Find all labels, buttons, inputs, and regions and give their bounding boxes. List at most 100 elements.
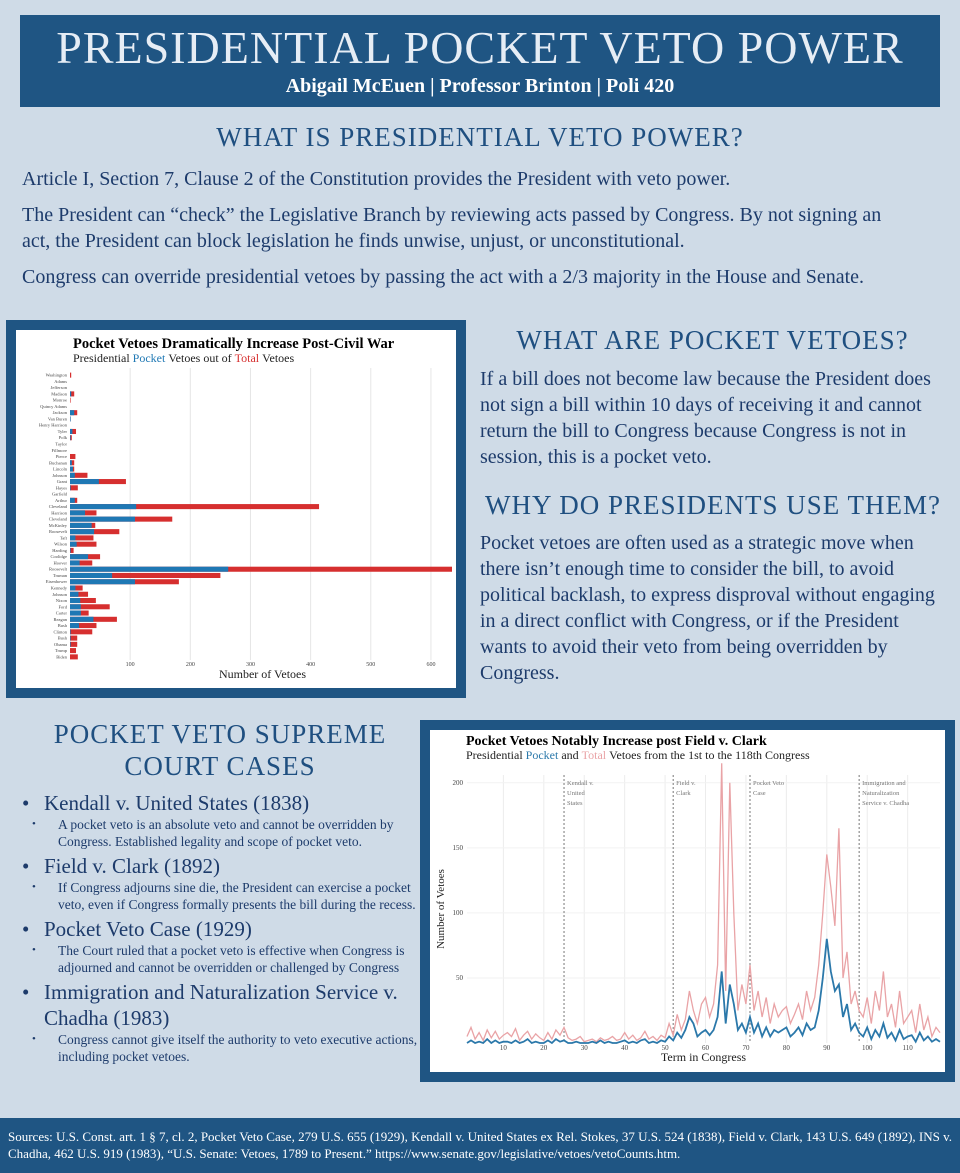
legend-entry: Presidential <box>466 748 523 762</box>
bar <box>70 597 96 604</box>
y-tick-label: Madison <box>51 391 68 396</box>
y-tick-label: 100 <box>453 909 464 917</box>
bar <box>70 597 81 604</box>
bar <box>70 616 94 622</box>
case-list: Kendall v. United States (1838)A pocket … <box>18 790 418 1068</box>
bar <box>70 566 229 572</box>
bar <box>70 541 97 547</box>
poster-title: PRESIDENTIAL POCKET VETO POWER <box>56 22 904 73</box>
case-note: The Court ruled that a pocket veto is ef… <box>18 942 418 976</box>
y-tick-label: Kennedy <box>51 586 68 591</box>
y-tick-label: Harding <box>52 548 67 553</box>
bar <box>70 372 72 378</box>
x-tick-label: 110 <box>903 1044 914 1052</box>
y-tick-label: Tyler <box>58 429 68 434</box>
bar <box>70 522 92 528</box>
bar <box>70 391 75 397</box>
legend-entry: and <box>561 748 578 762</box>
chart-title: Pocket Vetoes Dramatically Increase Post… <box>73 336 395 352</box>
x-tick-label: 300 <box>246 662 255 668</box>
legend-entry: Pocket <box>133 351 166 365</box>
x-tick-label: 600 <box>426 662 435 668</box>
bar <box>70 641 78 647</box>
y-tick-label: Fillmore <box>52 448 68 453</box>
section-heading: COURT CASES <box>124 751 316 781</box>
paragraph: The President can “check” the Legislativ… <box>22 204 882 252</box>
case-note: Congress cannot give itself the authorit… <box>18 1031 418 1065</box>
annotation: Kendall v. <box>567 780 594 787</box>
bar <box>70 504 320 510</box>
x-tick-label: 100 <box>862 1044 873 1052</box>
x-tick-label: 60 <box>702 1044 710 1052</box>
y-tick-label: Pierce <box>56 454 67 459</box>
bar <box>70 623 97 629</box>
bar <box>70 504 137 510</box>
y-tick-label: Van Buren <box>48 416 68 421</box>
chart-subtitle: Presidential Pocket Vetoes out of Total Veto… <box>73 351 294 365</box>
x-tick-label: 90 <box>823 1044 831 1052</box>
bar <box>70 654 78 660</box>
x-tick-label: 10 <box>500 1044 508 1052</box>
y-tick-label: 150 <box>453 844 464 852</box>
y-tick-label: Bush <box>58 636 68 641</box>
x-axis-label: Number of Vetoes <box>219 667 306 681</box>
y-tick-label: Harrison <box>51 510 67 515</box>
annotation: Naturalization <box>862 790 900 797</box>
bar <box>70 516 135 522</box>
bar <box>70 591 79 597</box>
bar <box>70 416 71 422</box>
bar <box>70 547 71 553</box>
bar <box>70 479 99 485</box>
annotation: Service v. Chadha <box>862 800 909 807</box>
bar <box>70 410 75 416</box>
annotation: Pocket Veto <box>753 780 784 787</box>
y-tick-label: Obama <box>54 642 67 647</box>
paragraph: Article I, Section 7, Clause 2 of the Co… <box>22 168 731 190</box>
bar <box>70 648 77 654</box>
bar <box>70 485 78 491</box>
chart-title: Pocket Vetoes Notably Increase post Fiel… <box>466 734 767 749</box>
y-tick-label: Johnson <box>52 592 68 597</box>
bar <box>70 610 81 616</box>
legend-entry: Vetoes <box>262 351 294 365</box>
x-axis-label: Term in Congress <box>661 1050 746 1064</box>
bar <box>70 460 75 466</box>
bar <box>70 541 77 547</box>
intro-text: Article I, Section 7, Clause 2 of the Co… <box>22 166 902 290</box>
bar <box>70 629 93 635</box>
bar <box>70 591 89 597</box>
cases-heading: POCKET VETO SUPREME COURT CASES <box>20 718 420 782</box>
x-tick-label: 400 <box>306 662 315 668</box>
legend-entry: Total <box>235 351 260 365</box>
y-tick-label: Hayes <box>56 485 67 490</box>
section-heading: WHY DO PRESIDENTS USE THEM? <box>485 490 941 520</box>
y-tick-label: Jefferson <box>51 385 68 390</box>
paragraph: If a bill does not become law because th… <box>480 368 931 468</box>
bar <box>70 466 74 472</box>
y-tick-label: Johnson <box>52 473 68 478</box>
y-tick-label: 50 <box>456 974 464 982</box>
y-axis-label: Number of Vetoes <box>435 869 447 949</box>
y-tick-label: Clinton <box>53 629 67 634</box>
x-tick-label: 80 <box>783 1044 791 1052</box>
case-name: Pocket Veto Case (1929) <box>18 916 418 942</box>
case-note: If Congress adjourns sine die, the Presi… <box>18 879 418 913</box>
bar <box>70 460 72 466</box>
bar <box>70 453 76 460</box>
byline: Abigail McEuen | Professor Brinton | Pol… <box>285 75 675 97</box>
bar <box>70 529 120 535</box>
annotation: Clark <box>676 790 691 797</box>
bar <box>70 623 80 629</box>
bar <box>70 585 76 591</box>
bar <box>70 397 71 403</box>
y-tick-label: Wilson <box>54 542 68 547</box>
y-tick-label: Washington <box>46 373 68 378</box>
line <box>466 938 941 1045</box>
y-tick-label: Roosevelt <box>49 567 68 572</box>
bar <box>70 535 94 541</box>
y-tick-label: Taylor <box>55 442 67 447</box>
x-tick-label: 200 <box>186 662 195 668</box>
bar <box>70 535 76 541</box>
chart-subtitle: Presidential Pocket and Total Vetoes from th… <box>466 748 810 762</box>
